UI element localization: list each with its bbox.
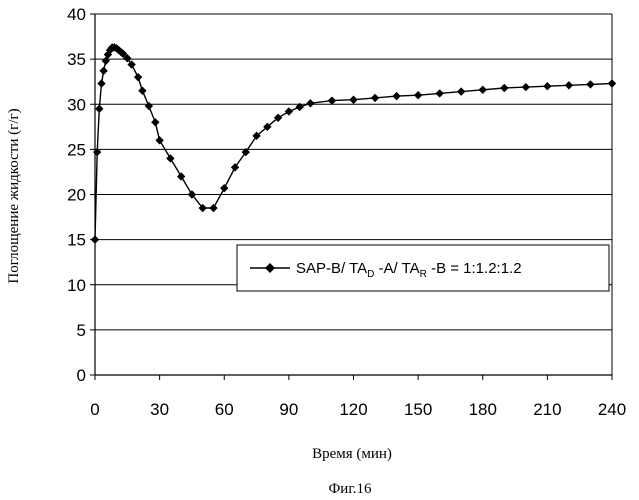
- x-tick-label-150: 150: [404, 400, 432, 419]
- x-tick-label-90: 90: [279, 400, 298, 419]
- y-tick-label-15: 15: [67, 231, 86, 250]
- line-chart: 0 5 10 15 20 25 30 35 40 0 30 60 90 120 150 180 210 240 S…: [0, 0, 639, 500]
- x-tick-label-240: 240: [598, 400, 626, 419]
- x-tick-label-60: 60: [215, 400, 234, 419]
- data-point: [328, 96, 336, 104]
- y-tick-label-40: 40: [67, 5, 86, 24]
- data-point: [414, 91, 422, 99]
- x-tick-label-30: 30: [150, 400, 169, 419]
- data-point: [177, 172, 185, 180]
- x-tick-label-180: 180: [469, 400, 497, 419]
- y-axis-title: Поглощение жидкости (г/г): [6, 108, 22, 283]
- data-point: [209, 204, 217, 212]
- data-point: [155, 136, 163, 144]
- x-tick-label-0: 0: [90, 400, 99, 419]
- data-point: [522, 83, 530, 91]
- data-point: [91, 235, 99, 243]
- figure-caption: Фиг.16: [328, 481, 372, 497]
- data-point: [95, 105, 103, 113]
- data-point: [99, 67, 107, 75]
- series-group: [91, 43, 616, 244]
- data-point: [151, 118, 159, 126]
- x-axis-title: Время (мин): [312, 446, 392, 462]
- data-point: [166, 154, 174, 162]
- axes: 0 5 10 15 20 25 30 35 40 0 30 60 90 120 150 180 210 240: [67, 5, 626, 419]
- data-point: [285, 107, 293, 115]
- data-point: [479, 86, 487, 94]
- x-tick-label-120: 120: [339, 400, 367, 419]
- data-point: [500, 84, 508, 92]
- data-point: [220, 184, 228, 192]
- data-point: [543, 82, 551, 90]
- y-tick-label-25: 25: [67, 140, 86, 159]
- data-point: [97, 79, 105, 87]
- data-point: [127, 60, 135, 68]
- figure: 0 5 10 15 20 25 30 35 40 0 30 60 90 120 150 180 210 240 S…: [0, 0, 639, 500]
- data-point: [392, 92, 400, 100]
- y-tick-label-30: 30: [67, 95, 86, 114]
- data-point: [145, 102, 153, 110]
- data-point: [435, 89, 443, 97]
- y-tick-label-5: 5: [77, 321, 86, 340]
- y-tick-label-20: 20: [67, 186, 86, 205]
- data-point: [231, 163, 239, 171]
- data-point: [565, 81, 573, 89]
- y-tick-label-10: 10: [67, 276, 86, 295]
- data-point: [138, 87, 146, 95]
- data-point: [306, 99, 314, 107]
- data-point: [457, 87, 465, 95]
- data-point: [134, 73, 142, 81]
- y-tick-label-35: 35: [67, 50, 86, 69]
- data-point: [371, 94, 379, 102]
- y-tick-label-0: 0: [77, 366, 86, 385]
- series-line-0: [95, 47, 612, 239]
- data-point: [586, 80, 594, 88]
- legend-box: [237, 245, 609, 291]
- legend: SAP-B/ TAD -A/ TAR -B = 1:1.2:1.2: [237, 245, 609, 291]
- data-point: [349, 96, 357, 104]
- data-point: [608, 79, 616, 87]
- x-tick-label-210: 210: [533, 400, 561, 419]
